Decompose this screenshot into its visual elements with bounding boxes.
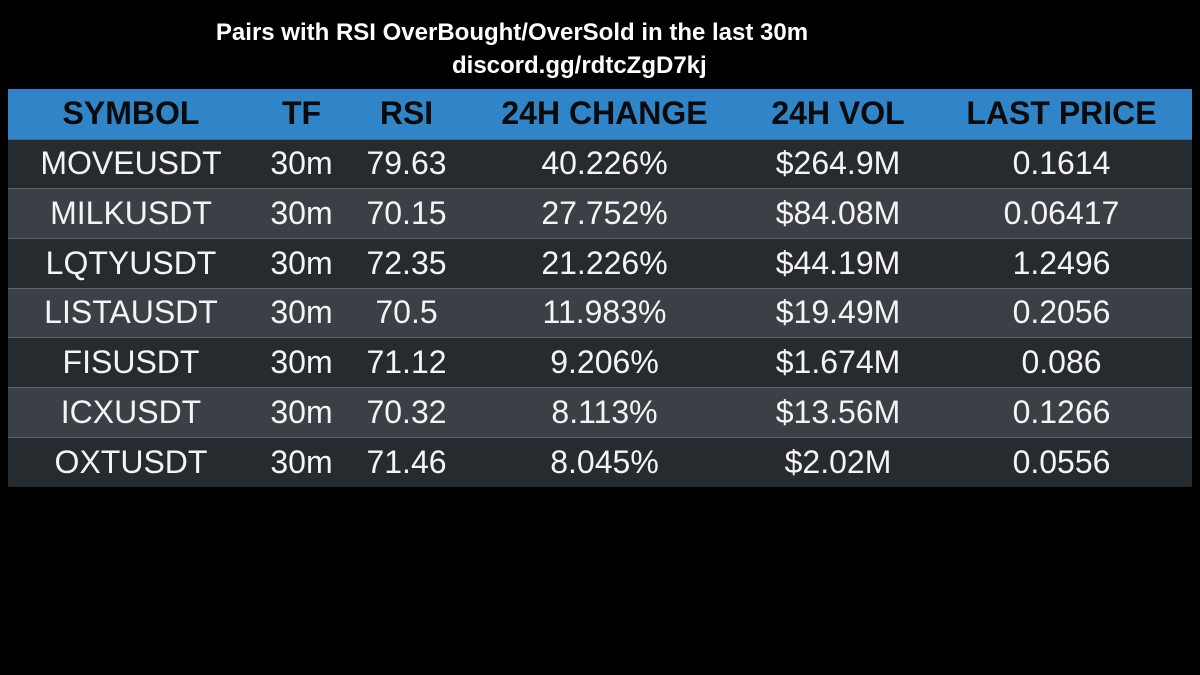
table-row: ICXUSDT 30m 70.32 8.113% $13.56M 0.1266 [8,387,1192,438]
cell-symbol: FISUSDT [62,344,200,381]
cell-rsi: 71.46 [366,443,447,480]
cell-rsi: 79.63 [366,145,447,182]
column-header-24h-change: 24H CHANGE [501,95,708,132]
cell-24h-change: 21.226% [541,244,668,281]
cell-24h-change: 9.206% [550,344,659,381]
cell-24h-vol: $13.56M [775,393,901,430]
cell-last-price: 0.06417 [1003,195,1120,232]
cell-tf: 30m [270,393,333,430]
column-header-rsi: RSI [379,95,434,132]
table-row: FISUSDT 30m 71.12 9.206% $1.674M 0.086 [8,337,1192,388]
cell-24h-change: 11.983% [542,294,667,331]
cell-24h-vol: $264.9M [775,145,901,182]
cell-symbol: ICXUSDT [60,393,202,430]
table-row: OXTUSDT 30m 71.46 8.045% $2.02M 0.0556 [8,437,1192,487]
cell-tf: 30m [270,195,333,232]
cell-24h-change: 8.045% [550,443,659,480]
cell-24h-vol: $19.49M [775,294,901,331]
table-row: LQTYUSDT 30m 72.35 21.226% $44.19M 1.249… [8,238,1192,289]
cell-last-price: 0.086 [1021,344,1102,381]
cell-last-price: 1.2496 [1012,244,1111,281]
cell-symbol: LISTAUSDT [44,294,218,331]
cell-rsi: 72.35 [366,244,447,281]
cell-tf: 30m [270,294,333,331]
column-header-tf: TF [281,95,322,132]
cell-24h-change: 40.226% [541,145,668,182]
cell-24h-vol: $1.674M [775,344,901,381]
cell-tf: 30m [270,344,333,381]
cell-24h-vol: $44.19M [775,244,901,281]
cell-last-price: 0.0556 [1012,443,1111,480]
cell-tf: 30m [270,443,333,480]
cell-24h-vol: $84.08M [775,195,901,232]
cell-24h-change: 27.752% [541,195,668,232]
column-header-24h-vol: 24H VOL [771,95,905,132]
cell-24h-change: 8.113% [551,393,658,430]
cell-symbol: OXTUSDT [54,443,208,480]
cell-rsi: 70.32 [366,393,447,430]
cell-rsi: 70.15 [366,195,447,232]
cell-last-price: 0.1266 [1012,393,1111,430]
table-row: MILKUSDT 30m 70.15 27.752% $84.08M 0.064… [8,188,1192,239]
cell-rsi: 70.5 [375,294,438,331]
cell-last-price: 0.1614 [1012,145,1111,182]
cell-symbol: MILKUSDT [50,195,212,232]
table-header-row: SYMBOL TF RSI 24H CHANGE 24H VOL LAST PR… [8,89,1192,139]
cell-symbol: MOVEUSDT [40,145,222,182]
cell-tf: 30m [270,244,333,281]
table-row: LISTAUSDT 30m 70.5 11.983% $19.49M 0.205… [8,288,1192,338]
discord-link[interactable]: discord.gg/rdtcZgD7kj [452,52,707,79]
cell-24h-vol: $2.02M [784,443,892,480]
cell-rsi: 71.12 [366,344,447,381]
page-title: Pairs with RSI OverBought/OverSold in th… [215,19,809,46]
column-header-last-price: LAST PRICE [966,95,1157,132]
table-row: MOVEUSDT 30m 79.63 40.226% $264.9M 0.161… [8,139,1192,189]
cell-symbol: LQTYUSDT [45,244,217,281]
column-header-symbol: SYMBOL [62,95,200,132]
cell-last-price: 0.2056 [1012,294,1111,331]
cell-tf: 30m [270,145,333,182]
rsi-pairs-table: SYMBOL TF RSI 24H CHANGE 24H VOL LAST PR… [8,89,1192,487]
